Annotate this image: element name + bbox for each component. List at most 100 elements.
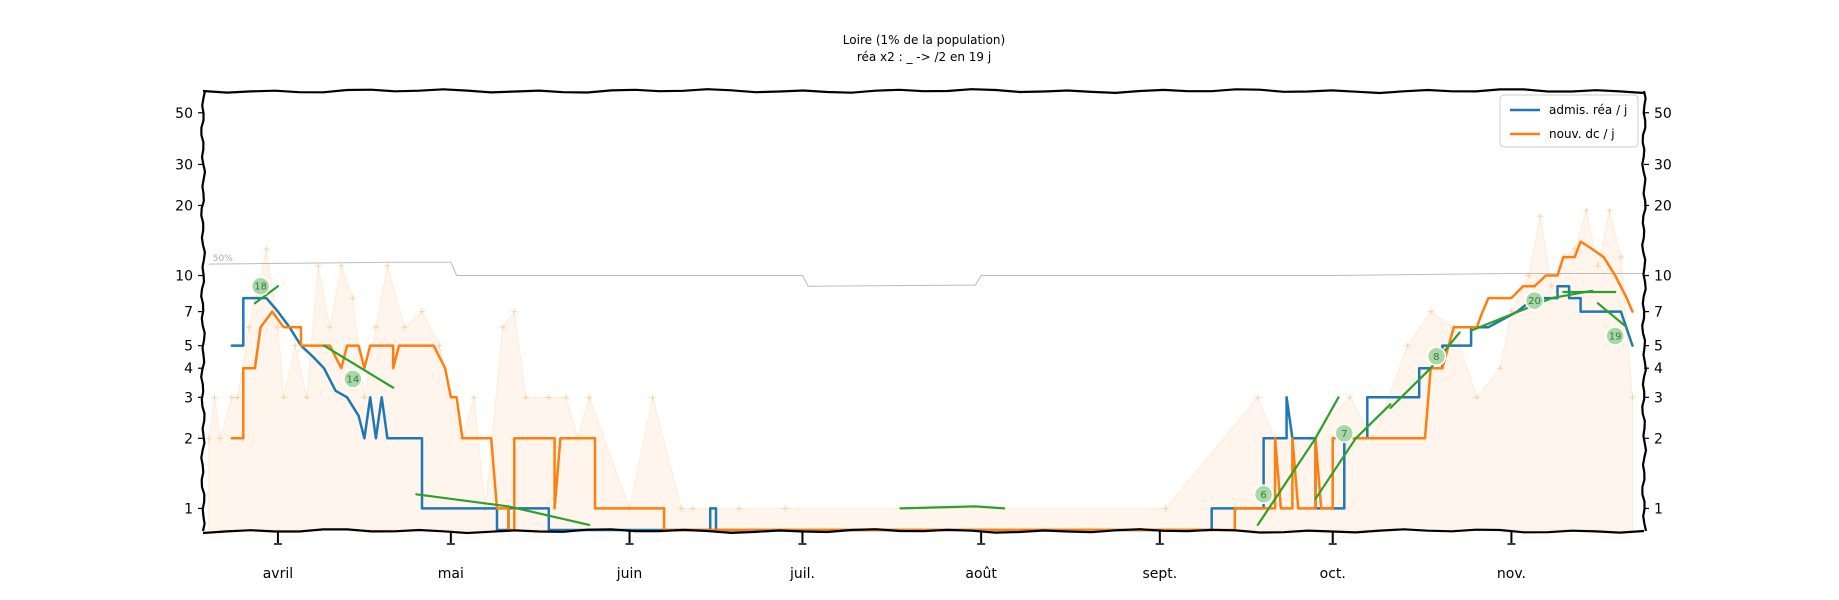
trend-label: 18 — [254, 282, 267, 293]
y-tick-label-left: 20 — [175, 198, 193, 214]
trend-segments: 18 14 6 7 8 20 19 — [250, 276, 1628, 526]
raw-point — [470, 394, 477, 401]
trend-label-badge — [1426, 346, 1447, 367]
trend-label-badge — [1524, 290, 1545, 311]
x-tick-label-juil: juil. — [789, 566, 815, 582]
chart-title: Loire (1% de la population) — [843, 33, 1005, 47]
raw-point — [499, 324, 506, 331]
raw-point — [678, 505, 685, 512]
raw-point — [1617, 254, 1624, 261]
chart-subtitle: réa x2 : _ -> /2 en 19 j — [857, 50, 991, 64]
raw-point — [1525, 272, 1532, 279]
x-tick-label-avril: avril — [263, 566, 293, 582]
y-tick-label-left: 5 — [184, 339, 193, 355]
trend-segment — [899, 505, 1006, 510]
trend-label: 8 — [1433, 352, 1439, 363]
trend-label: 14 — [346, 374, 359, 385]
raw-point — [280, 394, 287, 401]
trend-label: 19 — [1609, 332, 1622, 343]
legend: admis. réa / j nouv. dc / j — [1499, 94, 1639, 148]
raw-point — [436, 342, 443, 349]
raw-point — [545, 394, 552, 401]
raw-point — [349, 295, 356, 302]
y-tick-label-left: 3 — [184, 390, 193, 406]
raw-point — [274, 324, 281, 331]
raw-point — [1594, 262, 1601, 269]
raw-point — [372, 324, 379, 331]
y-tick-label-left: 30 — [175, 157, 193, 173]
x-tick-label-juin: juin — [616, 566, 643, 582]
raw-point — [563, 394, 570, 401]
raw-point — [303, 394, 310, 401]
raw-point — [263, 246, 270, 253]
x-axis-ticks: avril mai juin juil. août sept. oct. nov. — [263, 531, 1526, 582]
raw-point — [1537, 213, 1544, 220]
y-tick-label-right: 4 — [1654, 361, 1663, 377]
x-tick-label-oct: oct. — [1320, 566, 1346, 582]
raw-point — [338, 262, 345, 269]
raw-point — [361, 394, 368, 401]
raw-point — [522, 394, 529, 401]
y-tick-label-right: 50 — [1654, 106, 1672, 122]
raw-point — [211, 394, 218, 401]
y-tick-label-left: 4 — [184, 361, 193, 377]
y-tick-label-right: 1 — [1654, 501, 1663, 517]
trend-segment — [322, 344, 395, 389]
raw-point — [1427, 308, 1434, 315]
raw-point — [1548, 283, 1555, 290]
y-tick-label-right: 30 — [1654, 157, 1672, 173]
raw-point — [246, 324, 253, 331]
x-tick-label-aout: août — [965, 566, 997, 582]
legend-label-nouv-dc: nouv. dc / j — [1549, 127, 1615, 141]
trend-segment — [1596, 302, 1628, 329]
raw-point — [1404, 342, 1411, 349]
trend-label-badge — [1334, 423, 1355, 444]
raw-point — [228, 394, 235, 401]
x-tick-label-nov: nov. — [1497, 566, 1526, 582]
trend-segment — [1470, 289, 1594, 332]
reference-line-label: 50% — [213, 254, 233, 264]
raw-point — [1606, 207, 1613, 214]
raw-point — [782, 505, 789, 512]
raw-point — [586, 394, 593, 401]
plot-frame — [200, 88, 1648, 535]
y-tick-label-right: 2 — [1654, 431, 1663, 447]
reference-line-50pct: 50% — [208, 254, 1644, 287]
raw-point — [1162, 505, 1169, 512]
raw-point — [649, 394, 656, 401]
raw-point — [326, 324, 333, 331]
x-tick-label-mai: mai — [438, 566, 464, 582]
trend-label: 7 — [1341, 429, 1347, 440]
trend-label-badge — [1253, 484, 1274, 505]
raw-point — [217, 435, 224, 442]
y-tick-label-right: 10 — [1654, 269, 1672, 285]
y-tick-label-right: 3 — [1654, 390, 1663, 406]
y-tick-label-right: 7 — [1654, 305, 1663, 321]
raw-point — [1629, 394, 1636, 401]
trend-label-badge — [250, 276, 271, 296]
reference-line — [208, 261, 1644, 287]
trend-label: 6 — [1260, 490, 1266, 501]
raw-point — [1347, 394, 1354, 401]
trend-segment — [415, 493, 591, 526]
y-tick-label-left: 2 — [184, 431, 193, 447]
series-line-nouv-dc-j — [230, 240, 1634, 532]
trend-label: 20 — [1528, 296, 1541, 307]
raw-point — [315, 262, 322, 269]
raw-point — [736, 505, 743, 512]
raw-point — [419, 308, 426, 315]
raw-point — [511, 308, 518, 315]
trend-segment — [253, 285, 279, 305]
raw-point — [292, 342, 299, 349]
y-tick-label-left: 1 — [184, 501, 193, 517]
y-tick-label-right: 20 — [1654, 198, 1672, 214]
trend-label-badge — [343, 369, 363, 389]
raw-point — [401, 324, 408, 331]
trend-label-badge — [1605, 326, 1625, 346]
raw-point — [689, 505, 696, 512]
raw-point — [1254, 394, 1261, 401]
trend-segment — [1314, 403, 1392, 500]
raw-point — [1583, 207, 1590, 214]
raw-point — [1473, 394, 1480, 401]
